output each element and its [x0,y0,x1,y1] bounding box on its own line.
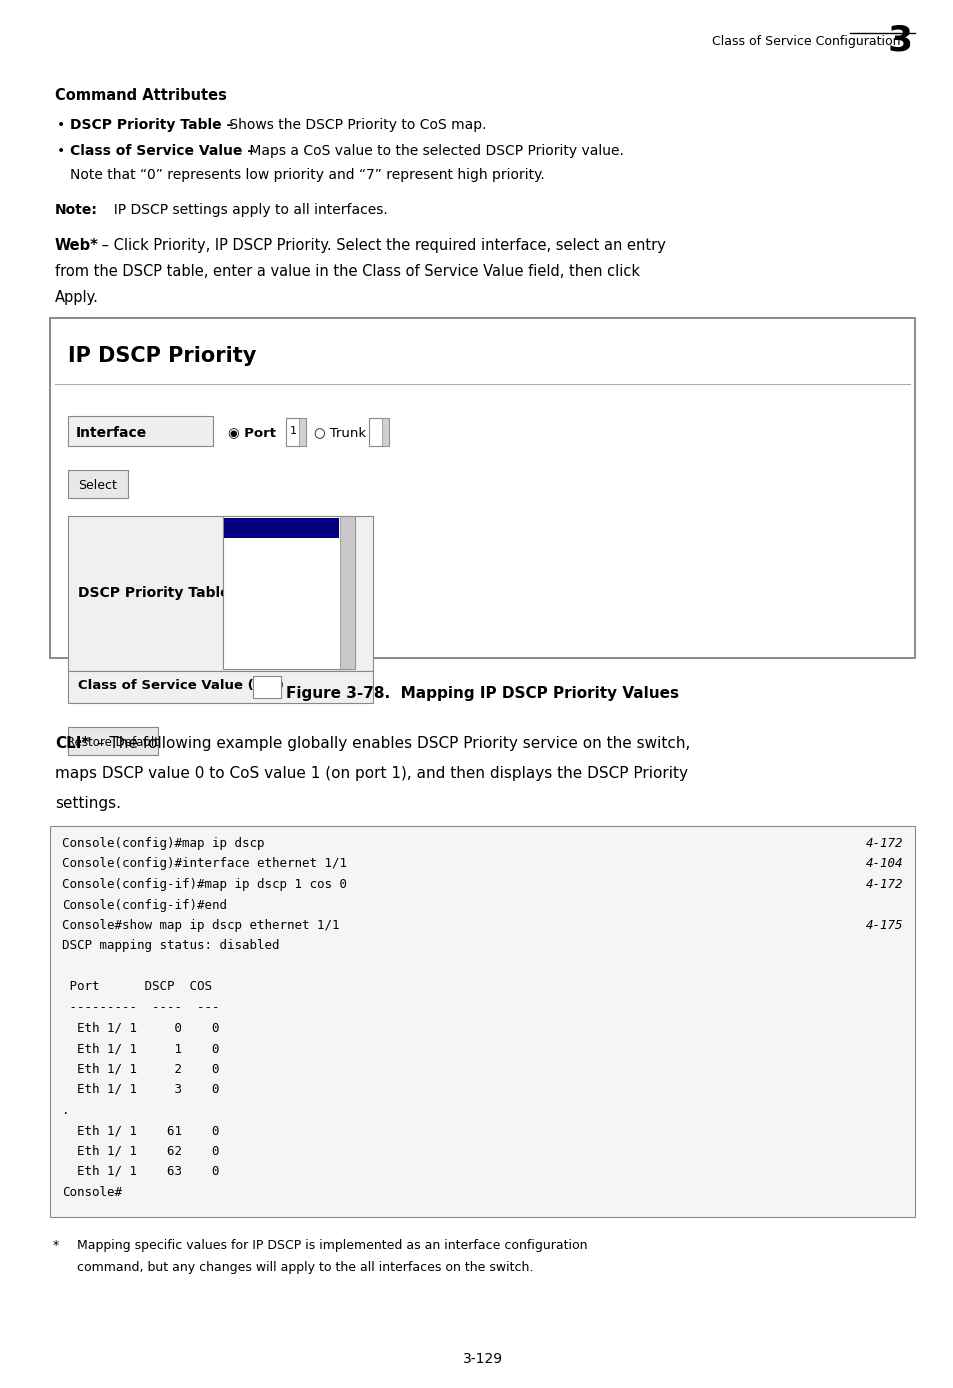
Text: Console#show map ip dscp ethernet 1/1: Console#show map ip dscp ethernet 1/1 [62,919,339,931]
FancyBboxPatch shape [68,516,373,670]
Text: ▼: ▼ [382,429,386,433]
Text: IP DSCP settings apply to all interfaces.: IP DSCP settings apply to all interfaces… [105,203,387,217]
Text: – Click Priority, IP DSCP Priority. Select the required interface, select an ent: – Click Priority, IP DSCP Priority. Sele… [97,237,665,253]
Text: DSCP2-CoS0: DSCP2-CoS0 [227,561,289,570]
Text: Interface: Interface [76,426,147,440]
Text: – The following example globally enables DSCP Priority service on the switch,: – The following example globally enables… [91,736,690,751]
Text: Eth 1/ 1     0    0: Eth 1/ 1 0 0 [62,1022,219,1034]
Text: 3-129: 3-129 [462,1352,502,1366]
Text: *: * [53,1239,59,1252]
Text: 3: 3 [887,24,912,57]
Text: DSCP6-CoS0: DSCP6-CoS0 [227,645,289,655]
Text: command, but any changes will apply to the all interfaces on the switch.: command, but any changes will apply to t… [77,1262,533,1274]
FancyBboxPatch shape [339,516,355,669]
FancyBboxPatch shape [223,516,355,669]
Text: Eth 1/ 1    63    0: Eth 1/ 1 63 0 [62,1165,219,1178]
Text: ▼: ▼ [341,657,347,662]
Text: 1: 1 [290,426,296,436]
Text: 4-175: 4-175 [864,919,902,931]
Text: Shows the DSCP Priority to CoS map.: Shows the DSCP Priority to CoS map. [225,118,486,132]
Text: DSCP mapping status: disabled: DSCP mapping status: disabled [62,940,279,952]
Text: Console#: Console# [62,1185,122,1198]
Text: ○ Trunk: ○ Trunk [314,426,366,439]
FancyBboxPatch shape [68,727,158,755]
Text: Maps a CoS value to the selected DSCP Priority value.: Maps a CoS value to the selected DSCP Pr… [245,144,623,158]
Text: DSCP4-CoS0: DSCP4-CoS0 [227,602,289,613]
FancyBboxPatch shape [68,471,128,498]
Text: 4-104: 4-104 [864,858,902,870]
Text: Console(config-if)#map ip dscp 1 cos 0: Console(config-if)#map ip dscp 1 cos 0 [62,879,347,891]
FancyBboxPatch shape [369,418,389,446]
Text: IP DSCP Priority: IP DSCP Priority [68,346,256,366]
FancyBboxPatch shape [50,826,914,1217]
Text: ▼: ▼ [299,429,303,433]
Text: DSCP1-CoS0: DSCP1-CoS0 [227,540,289,550]
Text: Eth 1/ 1    62    0: Eth 1/ 1 62 0 [62,1145,219,1158]
Text: Class of Service Value (0-7): Class of Service Value (0-7) [78,679,284,693]
Text: Eth 1/ 1     1    0: Eth 1/ 1 1 0 [62,1042,219,1055]
Text: DSCP5-CoS0: DSCP5-CoS0 [227,623,289,634]
Text: Select: Select [78,479,117,493]
FancyBboxPatch shape [286,418,306,446]
Text: maps DSCP value 0 to CoS value 1 (on port 1), and then displays the DSCP Priorit: maps DSCP value 0 to CoS value 1 (on por… [55,766,687,781]
Text: •: • [57,144,65,158]
Text: DSCP0-CoS0: DSCP0-CoS0 [227,519,289,529]
FancyBboxPatch shape [50,318,914,658]
Text: Command Attributes: Command Attributes [55,87,227,103]
Text: CLI*: CLI* [55,736,90,751]
Text: ---------  ----  ---: --------- ---- --- [62,1001,219,1015]
Text: Eth 1/ 1     2    0: Eth 1/ 1 2 0 [62,1062,219,1076]
Text: DSCP Priority Table: DSCP Priority Table [78,586,230,600]
Text: .: . [62,1103,70,1116]
FancyBboxPatch shape [224,518,338,539]
Text: Note that “0” represents low priority and “7” represent high priority.: Note that “0” represents low priority an… [70,168,544,182]
Text: Note:: Note: [55,203,98,217]
FancyBboxPatch shape [381,418,389,446]
Text: ▲: ▲ [341,518,347,525]
Text: Mapping specific values for IP DSCP is implemented as an interface configuration: Mapping specific values for IP DSCP is i… [77,1239,587,1252]
Text: Class of Service Value –: Class of Service Value – [70,144,254,158]
FancyBboxPatch shape [68,416,213,446]
Text: Console(config)#interface ethernet 1/1: Console(config)#interface ethernet 1/1 [62,858,347,870]
Text: settings.: settings. [55,795,121,811]
Text: Eth 1/ 1     3    0: Eth 1/ 1 3 0 [62,1083,219,1097]
Text: Figure 3-78.  Mapping IP DSCP Priority Values: Figure 3-78. Mapping IP DSCP Priority Va… [286,686,679,701]
FancyBboxPatch shape [298,418,306,446]
Text: ◉ Port: ◉ Port [228,426,275,439]
Text: Restore Default: Restore Default [67,737,159,750]
FancyBboxPatch shape [253,676,281,698]
Text: DSCP Priority Table –: DSCP Priority Table – [70,118,233,132]
FancyBboxPatch shape [68,670,373,702]
Text: Class of Service Configuration: Class of Service Configuration [711,35,899,49]
Text: from the DSCP table, enter a value in the Class of Service Value field, then cli: from the DSCP table, enter a value in th… [55,264,639,279]
Text: 4-172: 4-172 [864,879,902,891]
Text: Eth 1/ 1    61    0: Eth 1/ 1 61 0 [62,1124,219,1137]
Text: Console(config-if)#end: Console(config-if)#end [62,898,227,912]
Text: •: • [57,118,65,132]
Text: Port      DSCP  COS: Port DSCP COS [62,980,212,994]
Text: 4-172: 4-172 [864,837,902,849]
Text: Console(config)#map ip dscp: Console(config)#map ip dscp [62,837,264,849]
Text: Web*: Web* [55,237,99,253]
Text: DSCP3-CoS0: DSCP3-CoS0 [227,582,289,591]
Text: Apply.: Apply. [55,290,99,305]
